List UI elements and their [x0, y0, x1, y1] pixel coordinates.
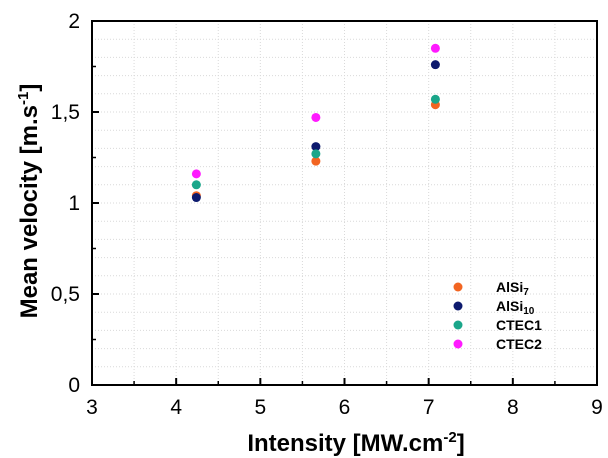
data-point [311, 156, 321, 166]
x-axis-title-end: ] [457, 430, 465, 457]
y-tick-label: 1 [68, 192, 80, 215]
x-tick-label: 8 [507, 396, 519, 419]
legend-marker [453, 301, 463, 311]
legend-label-subscript: 10 [523, 306, 535, 317]
data-point [430, 60, 440, 70]
legend-label: CTEC1 [496, 317, 542, 333]
data-point [430, 94, 440, 104]
y-tick-label: 0 [68, 374, 80, 397]
y-tick-label: 1,5 [51, 101, 80, 124]
data-points [191, 43, 440, 203]
x-axis-ticks: 3 4 5 6 7 8 9 [86, 378, 603, 419]
legend-marker [453, 282, 463, 292]
x-tick-label: 7 [423, 396, 435, 419]
y-axis-title-main: Mean velocity [m.s [16, 105, 43, 318]
x-tick-label: 3 [86, 396, 98, 419]
legend-label: AlSi7 [496, 279, 529, 298]
legend-label-text: CTEC1 [496, 317, 542, 333]
x-tick-label: 6 [339, 396, 351, 419]
x-tick-label: 4 [170, 396, 182, 419]
y-tick-label: 2 [68, 10, 80, 33]
y-tick-label: 0,5 [51, 283, 80, 306]
legend-label-text: AlSi [496, 279, 523, 295]
y-axis-title-end: ] [16, 84, 43, 92]
grid [92, 21, 597, 385]
legend-marker [453, 320, 463, 330]
data-point [191, 169, 201, 179]
data-point [430, 43, 440, 53]
minor-ticks [92, 65, 556, 385]
data-point [191, 180, 201, 190]
legend-marker [453, 339, 463, 349]
data-point [191, 193, 201, 203]
x-tick-label: 5 [254, 396, 266, 419]
y-axis-ticks: 0 0,5 1 1,5 2 [51, 10, 99, 397]
legend-label-text: AlSi [496, 298, 523, 314]
x-axis-title-sup: -2 [443, 429, 456, 446]
legend-label-subscript: 7 [523, 287, 529, 298]
data-point [311, 142, 321, 152]
x-tick-label: 9 [591, 396, 603, 419]
y-axis-title: Mean velocity [m.s-1] [15, 84, 43, 319]
data-point [311, 149, 321, 159]
x-axis-title: Intensity [MW.cm-2] [247, 429, 464, 457]
legend-label-text: CTEC2 [496, 336, 542, 352]
legend-label: AlSi10 [496, 298, 535, 317]
legend-label: CTEC2 [496, 336, 542, 352]
y-axis-title-sup: -1 [15, 92, 32, 105]
data-point [311, 112, 321, 122]
x-axis-title-main: Intensity [MW.cm [247, 430, 443, 457]
